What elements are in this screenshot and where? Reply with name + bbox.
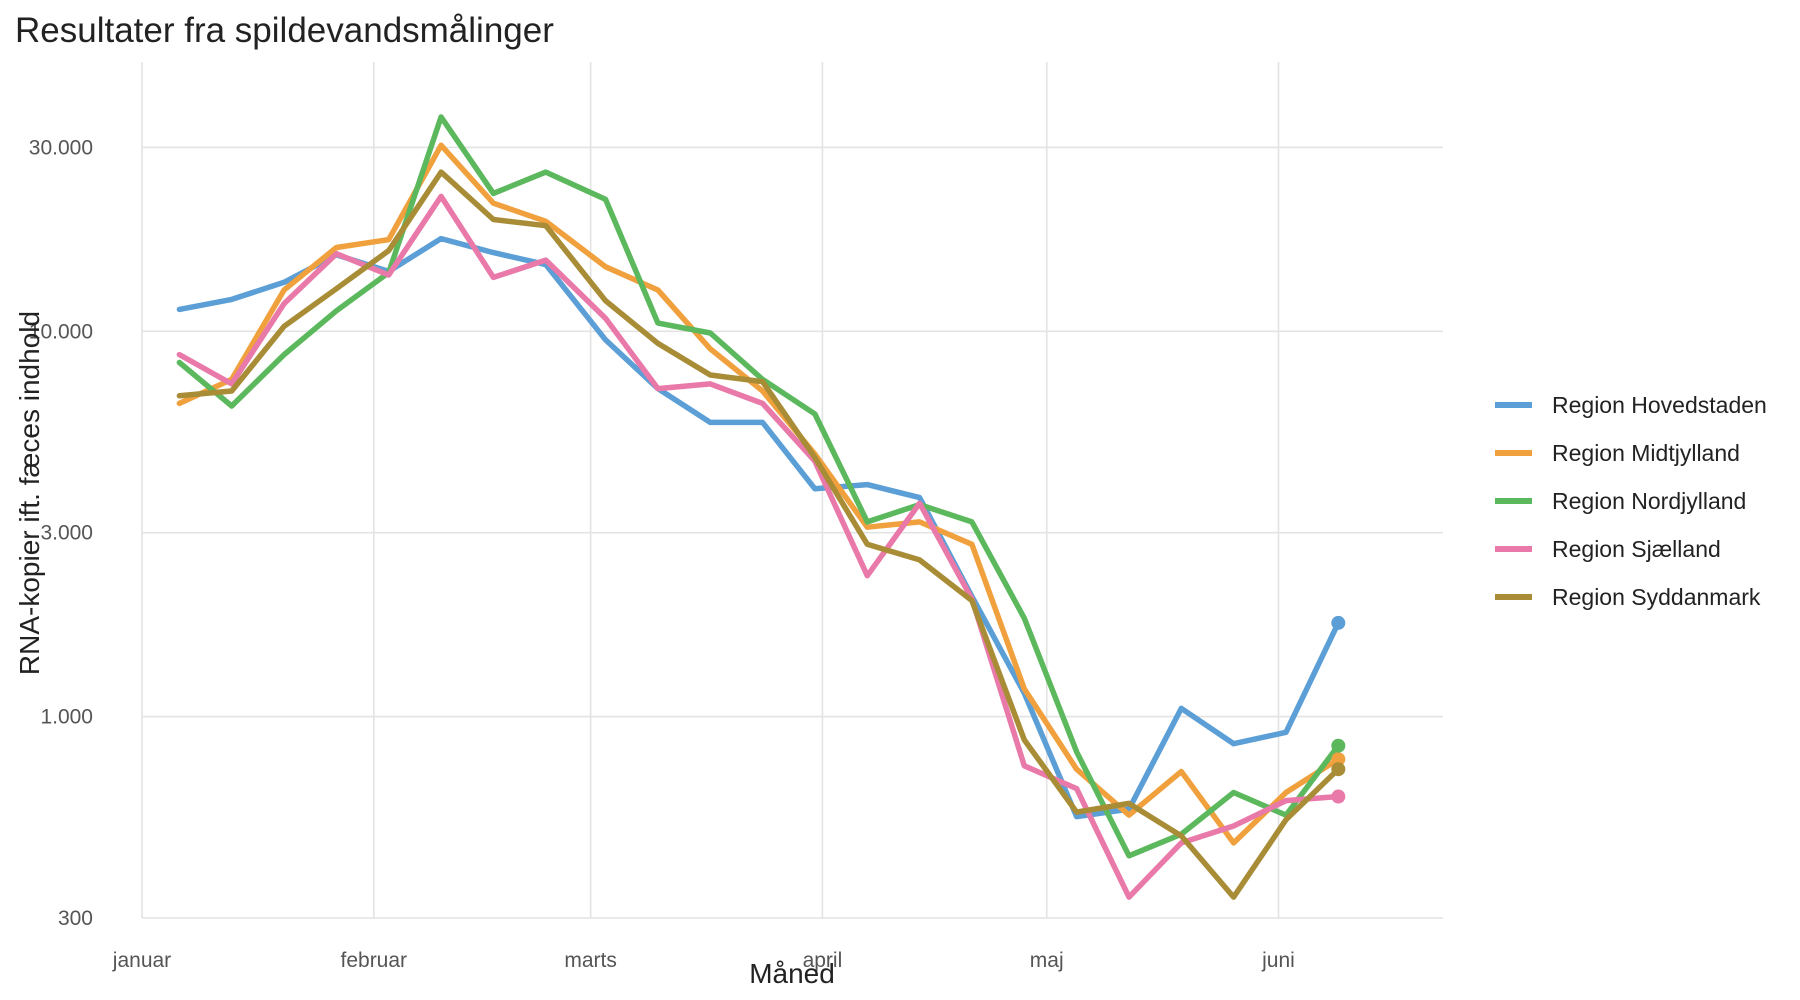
end-points	[1331, 615, 1346, 804]
series-line-1	[176, 235, 1342, 820]
legend-label: Region Syddanmark	[1552, 584, 1761, 610]
legend-label: Region Midtjylland	[1552, 440, 1740, 466]
series-line-4	[176, 193, 1342, 900]
x-tick-label: maj	[1030, 949, 1064, 972]
legend: Region Hovedstaden Region Midtjylland Regi…	[1495, 392, 1767, 610]
legend-label: Region Sjælland	[1552, 536, 1721, 562]
y-axis-title: RNA-kopier ift. fæces indhold	[14, 311, 45, 675]
chart-title: Resultater fra spildevandsmålinger	[15, 11, 554, 50]
series-line-2	[176, 142, 1342, 846]
x-tick-label: marts	[564, 949, 617, 972]
x-axis-title: Måned	[749, 958, 835, 989]
y-tick-label: 300	[58, 907, 93, 930]
y-tick-label: 1.000	[40, 706, 93, 729]
y-tick-label: 10.000	[29, 320, 93, 343]
legend-label: Region Nordjylland	[1552, 488, 1746, 514]
series-layer	[176, 114, 1342, 900]
x-tick-label: januar	[112, 949, 171, 972]
series-end-point-4	[1331, 789, 1346, 804]
x-tick-label: juni	[1261, 949, 1295, 972]
x-axis-ticks: januar februar marts april maj juni	[112, 949, 1295, 972]
series-line-5	[176, 169, 1342, 900]
series-end-point-1	[1331, 615, 1346, 630]
legend-label: Region Hovedstaden	[1552, 392, 1767, 418]
y-tick-label: 3.000	[40, 522, 93, 545]
series-end-point-5	[1331, 762, 1346, 777]
y-tick-label: 30.000	[29, 136, 93, 159]
x-tick-label: februar	[341, 949, 408, 972]
x-tick-label: april	[803, 949, 843, 972]
series-end-point-2	[1331, 752, 1346, 767]
gridlines	[141, 62, 1443, 919]
series-end-point-3	[1331, 738, 1346, 753]
y-axis-ticks: 300 1.000 3.000 10.000 30.000	[29, 136, 93, 930]
